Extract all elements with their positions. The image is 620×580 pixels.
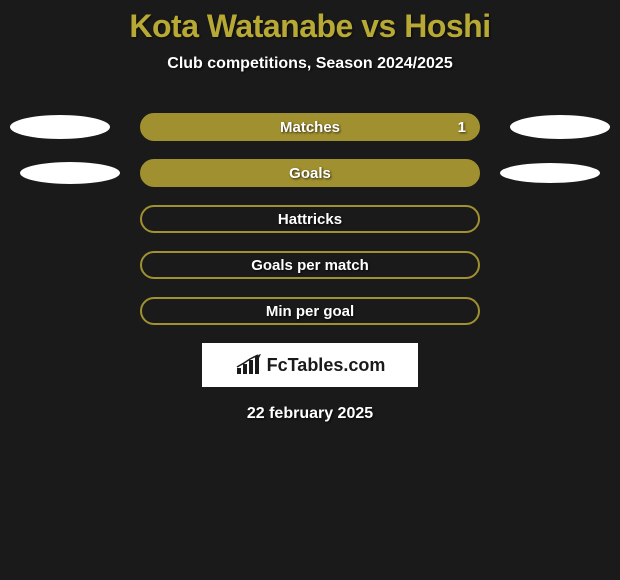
stat-value-right: 1 bbox=[458, 119, 466, 136]
stat-label: Hattricks bbox=[278, 211, 342, 228]
stat-row: Matches 1 bbox=[0, 113, 620, 141]
stat-label: Goals bbox=[289, 165, 331, 182]
stat-bar: Min per goal bbox=[140, 297, 480, 325]
stat-row: Goals per match bbox=[0, 251, 620, 279]
stat-label: Goals per match bbox=[251, 257, 369, 274]
logo-text: FcTables.com bbox=[267, 355, 386, 376]
logo-bars-icon bbox=[235, 354, 263, 376]
stat-rows: Matches 1 Goals Hattricks Goals per match Min… bbox=[0, 113, 620, 325]
page-title: Kota Watanabe vs Hoshi bbox=[0, 8, 620, 45]
stat-bar: Goals per match bbox=[140, 251, 480, 279]
left-ellipse bbox=[10, 115, 110, 139]
comparison-infographic: Kota Watanabe vs Hoshi Club competitions… bbox=[0, 0, 620, 423]
logo: FcTables.com bbox=[235, 354, 386, 376]
right-ellipse bbox=[500, 163, 600, 183]
stat-bar: Matches 1 bbox=[140, 113, 480, 141]
stat-bar: Hattricks bbox=[140, 205, 480, 233]
logo-box: FcTables.com bbox=[202, 343, 418, 387]
stat-label: Matches bbox=[280, 119, 340, 136]
stat-row: Min per goal bbox=[0, 297, 620, 325]
subtitle: Club competitions, Season 2024/2025 bbox=[0, 55, 620, 73]
stat-bar: Goals bbox=[140, 159, 480, 187]
date-label: 22 february 2025 bbox=[0, 405, 620, 423]
right-ellipse bbox=[510, 115, 610, 139]
stat-row: Hattricks bbox=[0, 205, 620, 233]
stat-label: Min per goal bbox=[266, 303, 354, 320]
stat-row: Goals bbox=[0, 159, 620, 187]
left-ellipse bbox=[20, 162, 120, 184]
